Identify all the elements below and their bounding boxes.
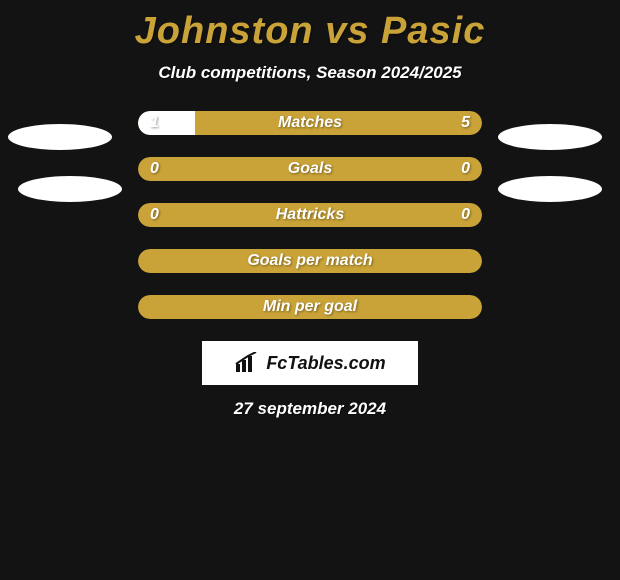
stat-value-right: 0: [461, 203, 470, 227]
stat-label: Goals per match: [138, 249, 482, 273]
stat-label: Goals: [138, 157, 482, 181]
source-logo: FcTables.com: [202, 341, 418, 385]
stat-row-hattricks: 0 Hattricks 0: [138, 203, 482, 227]
stat-label: Hattricks: [138, 203, 482, 227]
player-left-oval-2: [18, 176, 122, 202]
stat-row-goals: 0 Goals 0: [138, 157, 482, 181]
player-left-oval-1: [8, 124, 112, 150]
stat-row-goals-per-match: Goals per match: [138, 249, 482, 273]
stat-label: Matches: [138, 111, 482, 135]
page-subtitle: Club competitions, Season 2024/2025: [0, 63, 620, 83]
source-logo-text: FcTables.com: [266, 353, 385, 374]
player-right-oval-1: [498, 124, 602, 150]
stat-row-min-per-goal: Min per goal: [138, 295, 482, 319]
stat-row-matches: 1 Matches 5: [138, 111, 482, 135]
stat-label: Min per goal: [138, 295, 482, 319]
player-right-oval-2: [498, 176, 602, 202]
comparison-infographic: Johnston vs Pasic Club competitions, Sea…: [0, 0, 620, 580]
generated-date: 27 september 2024: [0, 399, 620, 419]
chart-icon: [234, 352, 260, 374]
stat-value-right: 0: [461, 157, 470, 181]
stat-value-right: 5: [461, 111, 470, 135]
page-title: Johnston vs Pasic: [0, 0, 620, 53]
